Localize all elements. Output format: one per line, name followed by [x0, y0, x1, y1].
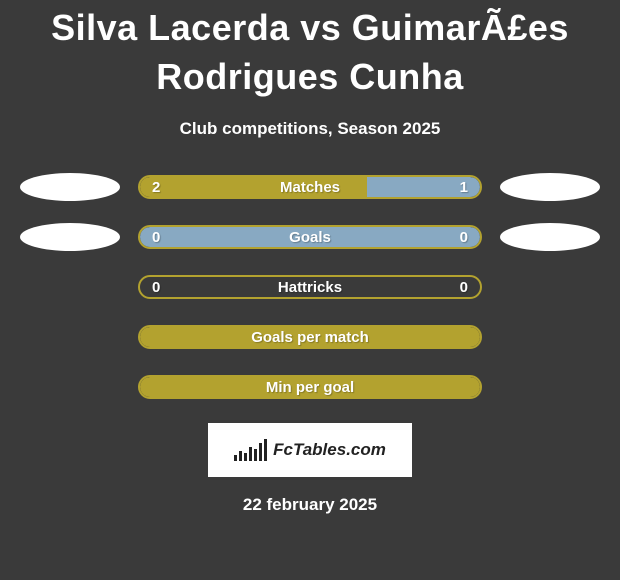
subtitle: Club competitions, Season 2025: [0, 119, 620, 139]
logo: FcTables.com: [208, 423, 412, 477]
stats-area: 21Matches 00Goals 00Hattricks Goals per mat…: [0, 173, 620, 401]
stat-row: 00Hattricks: [0, 273, 620, 301]
ellipse-left: [20, 173, 120, 201]
ellipse-right: [500, 223, 600, 251]
stat-row: Min per goal: [0, 373, 620, 401]
stat-label: Goals: [140, 227, 480, 247]
stat-row: Goals per match: [0, 323, 620, 351]
stat-label: Hattricks: [140, 277, 480, 297]
logo-chart-icon: [234, 439, 267, 461]
ellipse-right: [500, 173, 600, 201]
stat-label: Matches: [140, 177, 480, 197]
page-title: Silva Lacerda vs GuimarÃ£es Rodrigues Cu…: [0, 4, 620, 101]
stat-bar: 00Hattricks: [138, 275, 482, 299]
stat-bar: Min per goal: [138, 375, 482, 399]
stat-label: Min per goal: [140, 377, 480, 397]
stat-bar: 21Matches: [138, 175, 482, 199]
stat-row: 21Matches: [0, 173, 620, 201]
logo-text: FcTables.com: [273, 440, 386, 460]
ellipse-left: [20, 223, 120, 251]
stat-bar: 00Goals: [138, 225, 482, 249]
stat-label: Goals per match: [140, 327, 480, 347]
date: 22 february 2025: [0, 495, 620, 515]
stat-bar: Goals per match: [138, 325, 482, 349]
stat-row: 00Goals: [0, 223, 620, 251]
